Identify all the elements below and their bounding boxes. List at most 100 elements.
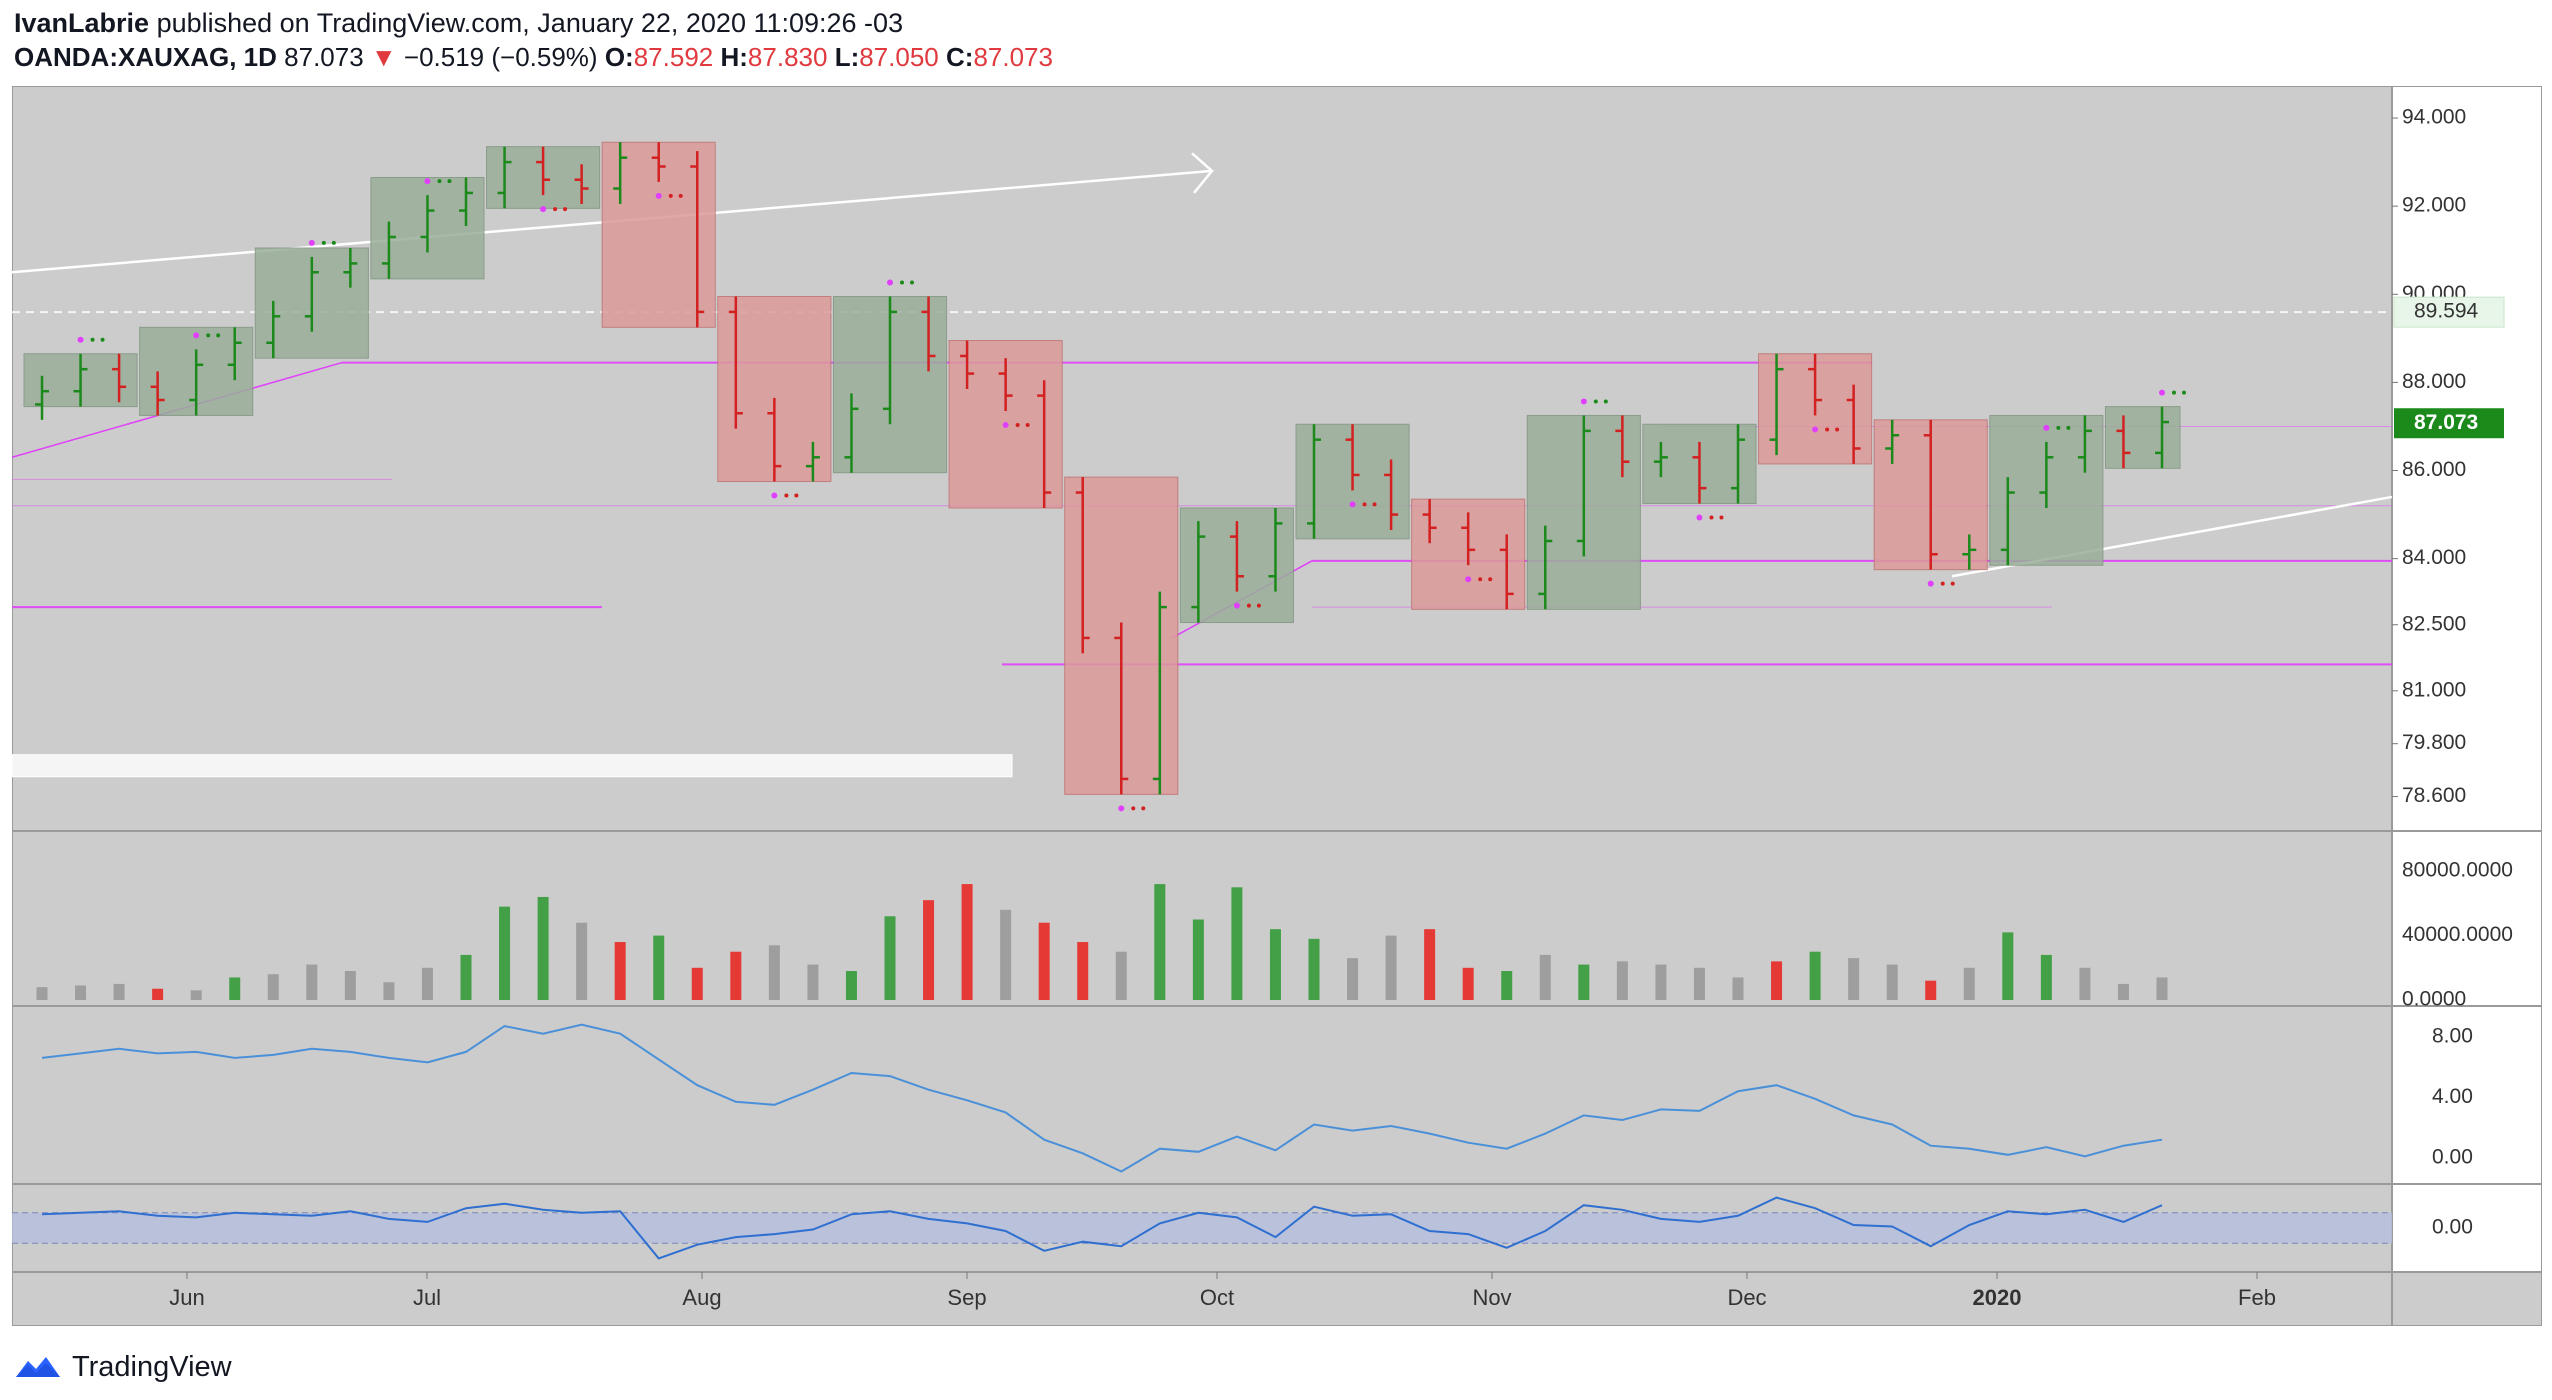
high-value: 87.830 <box>747 42 828 72</box>
signal-dot <box>1478 577 1483 582</box>
price-change: −0.519 (−0.59%) <box>403 42 598 72</box>
author-name[interactable]: IvanLabrie <box>14 8 150 38</box>
oscillator-band <box>12 1212 2392 1244</box>
signal-dot <box>1603 399 1608 404</box>
signal-dot <box>900 280 904 285</box>
volume-bar <box>1809 951 1821 1000</box>
volume-bar <box>1192 919 1204 1000</box>
time-tick-label: Nov <box>1472 1285 1511 1310</box>
volume-bar <box>2040 954 2052 1000</box>
volume-bar <box>421 967 433 1000</box>
volume-bar <box>1886 964 1898 1000</box>
signal-dot <box>784 493 789 498</box>
signal-box <box>2104 406 2181 469</box>
volume-bar <box>383 982 395 1000</box>
price-tick-label: 78.600 <box>2402 784 2466 807</box>
volume-bar <box>1424 929 1436 1000</box>
signal-dot <box>1593 399 1598 404</box>
signal-dot <box>1835 427 1840 432</box>
signal-dot <box>1940 581 1945 586</box>
last-price: 87.073 <box>284 42 364 72</box>
signal-dot <box>331 240 336 245</box>
volume-bar <box>1462 967 1474 1000</box>
signal-dot <box>1015 423 1020 428</box>
volume-bar <box>537 896 549 1000</box>
signal-dot <box>424 178 431 185</box>
price-tick-label: 84.000 <box>2402 546 2466 569</box>
volume-bar <box>1115 951 1127 1000</box>
signal-dot <box>2043 424 2050 431</box>
oscillator-line-2 <box>41 1196 2163 1260</box>
volume-bar <box>1347 958 1359 1000</box>
osc1-tick-label: 8.00 <box>2432 1024 2473 1047</box>
level-price-text: 89.594 <box>2414 300 2479 323</box>
open-value: 87.592 <box>633 42 714 72</box>
volume-bar <box>1269 929 1281 1000</box>
volume-bar <box>499 906 511 1000</box>
open-label: O: <box>604 42 634 72</box>
signal-dot <box>794 493 799 498</box>
volume-bar <box>2156 977 2168 1000</box>
volume-bar <box>1693 967 1705 1000</box>
time-tick-label: Jun <box>169 1285 204 1310</box>
down-arrow-icon: ▼ <box>370 42 397 72</box>
time-tick-label: 2020 <box>1973 1285 2022 1310</box>
signal-dot <box>1141 806 1146 811</box>
signal-dot <box>1825 427 1830 432</box>
volume-bar <box>460 954 472 1000</box>
signal-dot <box>540 206 547 213</box>
time-tick-label: Dec <box>1727 1285 1766 1310</box>
signal-dot <box>1488 577 1493 582</box>
volume-bar <box>884 916 896 1000</box>
chart-area[interactable]: 94.000 92.000 90.000 88.000 86.000 84.000 82.5… <box>11 86 2542 1326</box>
volume-bar <box>576 922 588 1000</box>
time-tick-label: Aug <box>682 1285 721 1310</box>
last-price-badge <box>2394 408 2504 439</box>
signal-dot <box>77 336 84 343</box>
volume-bar <box>1578 964 1590 1000</box>
volume-bar <box>190 990 202 1000</box>
signal-dot <box>678 193 683 198</box>
price-tick-label: 94.000 <box>2402 106 2466 129</box>
volume-bar <box>1038 922 1050 1000</box>
trend-arrow-head-icon <box>1191 152 1214 194</box>
volume-bar <box>1501 971 1513 1000</box>
price-axis-background <box>2392 86 2542 1326</box>
volume-bar <box>75 985 87 1000</box>
tradingview-label: TradingView <box>72 1350 232 1383</box>
volume-bar <box>961 884 973 1000</box>
signal-dot <box>563 207 568 212</box>
volume-bar <box>267 974 279 1000</box>
volume-bar <box>1539 954 1551 1000</box>
signal-dot <box>1256 603 1261 608</box>
volume-bar <box>1771 961 1783 1000</box>
published-text: published on TradingView.com, January 22… <box>149 8 904 38</box>
chart-border <box>12 86 2542 1326</box>
volume-bar <box>1154 884 1166 1000</box>
signal-dot <box>1696 514 1703 521</box>
osc1-tick-label: 4.00 <box>2432 1085 2473 1108</box>
volume-bar <box>36 987 48 1000</box>
signal-dot <box>1002 422 1009 429</box>
signal-dot <box>437 179 442 184</box>
tradingview-brand[interactable]: TradingView <box>14 1347 232 1387</box>
time-tick-label: Jul <box>413 1285 441 1310</box>
chart-svg[interactable]: 94.00092.00090.00088.00086.00084.00082.5… <box>11 86 2542 1326</box>
volume-bar <box>1655 964 1667 1000</box>
tradingview-logo-icon <box>16 1357 60 1377</box>
price-tick-label: 81.000 <box>2402 678 2466 701</box>
signal-dot <box>216 333 221 338</box>
osc1-tick-label: 0.00 <box>2432 1145 2473 1168</box>
volume-bar <box>1963 967 1975 1000</box>
signal-dot <box>193 332 200 339</box>
volume-bar <box>691 967 703 1000</box>
last-price-text: 87.073 <box>2414 411 2478 434</box>
symbol-name[interactable]: OANDA:XAUXAG, 1D <box>14 42 277 72</box>
volume-tick-label: 80000.0000 <box>2402 859 2513 882</box>
volume-bar <box>113 983 125 1000</box>
volume-bar <box>1077 942 1089 1000</box>
signal-dot <box>1372 502 1377 507</box>
signal-dot <box>1025 423 1030 428</box>
signal-dot <box>1950 581 1955 586</box>
volume-bar <box>306 964 318 1000</box>
